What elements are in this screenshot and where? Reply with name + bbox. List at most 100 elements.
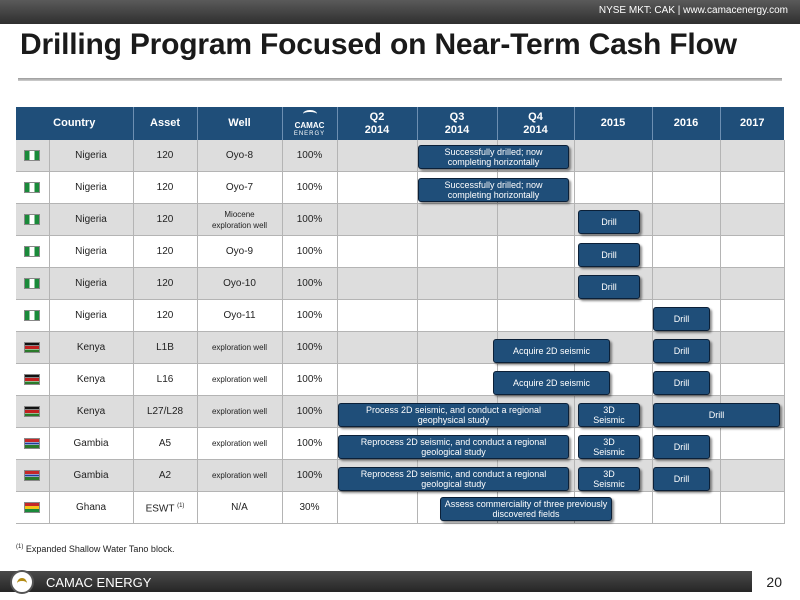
table-header-row: Country Asset Well CAMAC ENERGY Q2 2014 Q3…	[16, 107, 785, 140]
country-cell: Gambia	[49, 459, 134, 492]
country-cell: Kenya	[49, 395, 134, 428]
asset-cell: L27/L28	[133, 395, 198, 428]
asset-cell: 120	[133, 171, 198, 204]
country-cell: Ghana	[49, 491, 134, 524]
country-cell: Nigeria	[49, 140, 134, 172]
gantt-bar-l1b-drill: Drill	[653, 339, 710, 363]
well-cell: Oyo-9	[197, 235, 283, 268]
interest-cell: 100%	[282, 459, 338, 492]
table-row: Nigeria 120 Oyo-10 100%	[16, 267, 785, 300]
header-camac-logo: CAMAC ENERGY	[282, 107, 338, 140]
asset-cell: 120	[133, 299, 198, 332]
interest-cell: 100%	[282, 395, 338, 428]
table-row: Nigeria 120 Oyo-9 100%	[16, 235, 785, 268]
nigeria-flag-icon	[24, 278, 41, 289]
well-cell: N/A	[197, 491, 283, 524]
logo-bottom-text: ENERGY	[293, 130, 326, 137]
header-country: Country	[16, 107, 134, 140]
country-cell: Gambia	[49, 427, 134, 460]
nigeria-flag-icon	[24, 246, 41, 257]
gantt-bar-l16-seismic: Acquire 2D seismic	[493, 371, 610, 395]
header-2017: 2017	[720, 107, 785, 140]
footnote: (1) Expanded Shallow Water Tano block.	[16, 544, 175, 554]
header-2016: 2016	[652, 107, 721, 140]
country-cell: Kenya	[49, 331, 134, 364]
drilling-schedule-table: Country Asset Well CAMAC ENERGY Q2 2014 Q3…	[16, 107, 785, 524]
ghana-flag-icon	[24, 502, 41, 513]
gantt-bar-l27-drill: Drill	[653, 403, 780, 427]
kenya-flag-icon	[24, 374, 41, 385]
interest-cell: 100%	[282, 203, 338, 236]
interest-cell: 100%	[282, 267, 338, 300]
country-cell: Kenya	[49, 363, 134, 396]
interest-cell: 30%	[282, 491, 338, 524]
table-row: Nigeria 120 Oyo-8 100%	[16, 140, 785, 172]
gantt-bar-oyo8-completion: Successfully drilled; now completing hor…	[418, 145, 569, 169]
country-cell: Nigeria	[49, 267, 134, 300]
title-divider	[18, 78, 782, 81]
well-cell: Oyo-8	[197, 140, 283, 172]
header-2015: 2015	[574, 107, 653, 140]
logo-top-text: CAMAC	[294, 120, 325, 130]
table-row: Nigeria 120 Oyo-7 100%	[16, 171, 785, 204]
gantt-bar-miocene-drill: Drill	[578, 210, 640, 234]
asset-cell: 120	[133, 235, 198, 268]
footer-bar	[0, 571, 752, 592]
footer-company-name: CAMAC ENERGY	[46, 575, 152, 590]
gantt-bar-a5-3d-seismic: 3D Seismic	[578, 435, 640, 459]
nigeria-flag-icon	[24, 182, 41, 193]
well-cell: Miocene exploration well	[197, 203, 283, 236]
gantt-bar-l27-process: Process 2D seismic, and conduct a region…	[338, 403, 569, 427]
header-well: Well	[197, 107, 283, 140]
camac-footer-logo-icon	[10, 570, 34, 594]
gantt-bar-a5-reprocess: Reprocess 2D seismic, and conduct a regi…	[338, 435, 569, 459]
interest-cell: 100%	[282, 140, 338, 172]
kenya-flag-icon	[24, 406, 41, 417]
well-cell: Oyo-10	[197, 267, 283, 300]
country-cell: Nigeria	[49, 299, 134, 332]
gantt-bar-l1b-seismic: Acquire 2D seismic	[493, 339, 610, 363]
page-number: 20	[766, 574, 782, 590]
well-cell: exploration well	[197, 331, 283, 364]
country-cell: Nigeria	[49, 203, 134, 236]
top-bar: NYSE MKT: CAK | www.camacenergy.com	[0, 0, 800, 24]
asset-cell: 120	[133, 203, 198, 236]
gantt-bar-l16-drill: Drill	[653, 371, 710, 395]
asset-cell: A2	[133, 459, 198, 492]
interest-cell: 100%	[282, 299, 338, 332]
interest-cell: 100%	[282, 171, 338, 204]
header-q3-2014: Q3 2014	[417, 107, 498, 140]
asset-cell: 120	[133, 140, 198, 172]
camac-logo-icon	[302, 109, 317, 118]
nigeria-flag-icon	[24, 150, 41, 161]
gantt-bar-oyo9-drill: Drill	[578, 243, 640, 267]
ticker-text: NYSE MKT: CAK | www.camacenergy.com	[598, 5, 788, 16]
gantt-bar-a2-3d-seismic: 3D Seismic	[578, 467, 640, 491]
gantt-bar-l27-3d-seismic: 3D Seismic	[578, 403, 640, 427]
asset-cell: 120	[133, 267, 198, 300]
country-cell: Nigeria	[49, 171, 134, 204]
asset-cell: L1B	[133, 331, 198, 364]
table-row: Nigeria 120 Oyo-11 100%	[16, 299, 785, 332]
asset-cell: L16	[133, 363, 198, 396]
nigeria-flag-icon	[24, 310, 41, 321]
well-cell: exploration well	[197, 395, 283, 428]
gantt-bar-oyo10-drill: Drill	[578, 275, 640, 299]
slide-title: Drilling Program Focused on Near-Term Ca…	[20, 28, 737, 61]
table-row: Nigeria 120 Miocene exploration well 100%	[16, 203, 785, 236]
gantt-bar-oyo11-drill: Drill	[653, 307, 710, 331]
gantt-bar-eswt-assess: Assess commerciality of three previously…	[440, 497, 612, 521]
header-asset: Asset	[133, 107, 198, 140]
header-q2-2014: Q2 2014	[337, 107, 418, 140]
interest-cell: 100%	[282, 331, 338, 364]
gantt-bar-oyo7-completion: Successfully drilled; now completing hor…	[418, 178, 569, 202]
asset-cell: A5	[133, 427, 198, 460]
interest-cell: 100%	[282, 235, 338, 268]
well-cell: exploration well	[197, 363, 283, 396]
well-cell: Oyo-7	[197, 171, 283, 204]
interest-cell: 100%	[282, 427, 338, 460]
well-cell: exploration well	[197, 427, 283, 460]
well-cell: exploration well	[197, 459, 283, 492]
well-cell: Oyo-11	[197, 299, 283, 332]
table-row: Ghana ESWT (1) N/A 30%	[16, 491, 785, 524]
